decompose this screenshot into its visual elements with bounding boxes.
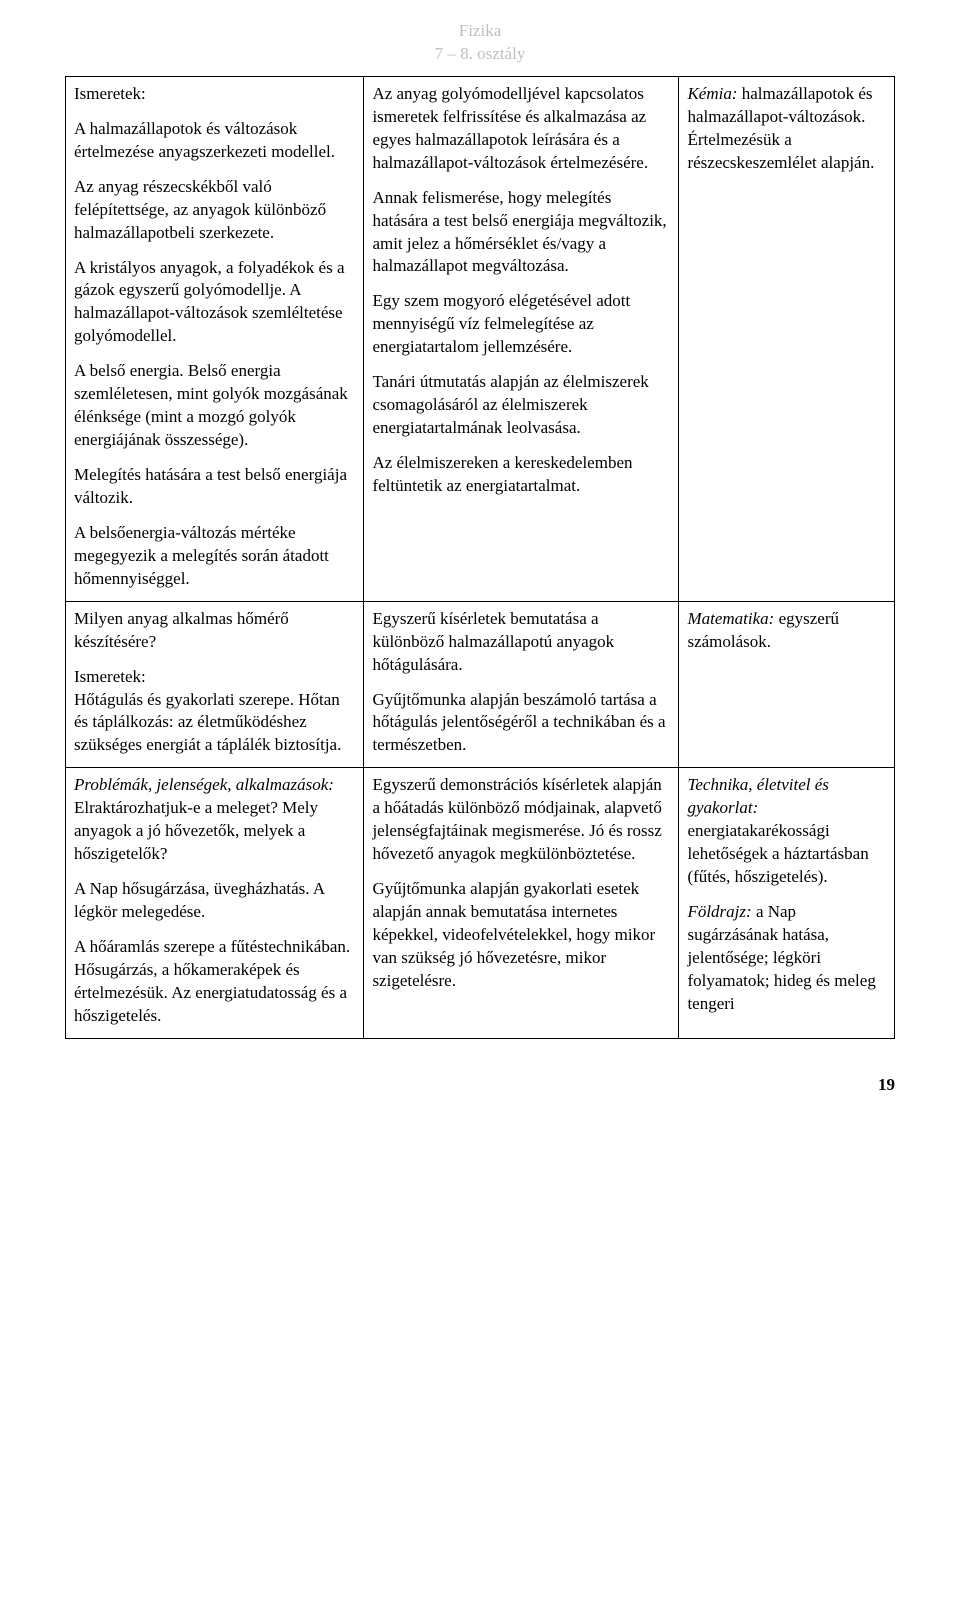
subject-label: Technika, életvitel és gyakorlat: (687, 775, 828, 817)
cell-r3c2: Egyszerű demonstrációs kísérletek alapjá… (364, 768, 679, 1038)
paragraph: Technika, életvitel és gyakorlat: energi… (687, 774, 886, 889)
header-line-2: 7 – 8. osztály (65, 43, 895, 66)
content-table: Ismeretek: A halmazállapotok és változás… (65, 76, 895, 1039)
subject-text: energiatakarékossági lehetőségek a házta… (687, 821, 868, 886)
paragraph: Kémia: halmazállapotok és halmazállapot-… (687, 83, 886, 175)
paragraph: A hőáramlás szerepe a fűtéstechnikában. … (74, 936, 355, 1028)
cell-r1c1: Ismeretek: A halmazállapotok és változás… (66, 76, 364, 601)
paragraph: Matematika: egyszerű számolások. (687, 608, 886, 654)
cell-r2c2: Egyszerű kísérletek bemutatása a különbö… (364, 601, 679, 768)
paragraph: Milyen anyag alkalmas hőmérő készítésére… (74, 608, 355, 654)
table-row: Milyen anyag alkalmas hőmérő készítésére… (66, 601, 895, 768)
paragraph: Hőtágulás és gyakorlati szerepe. Hőtan é… (74, 689, 355, 758)
cell-r3c1: Problémák, jelenségek, alkalmazások: Elr… (66, 768, 364, 1038)
paragraph: A Nap hősugárzása, üvegházhatás. A légkö… (74, 878, 355, 924)
paragraph: Egyszerű kísérletek bemutatása a különbö… (372, 608, 670, 677)
paragraph: A halmazállapotok és változások értelmez… (74, 118, 355, 164)
cell-r2c1: Milyen anyag alkalmas hőmérő készítésére… (66, 601, 364, 768)
paragraph: Földrajz: a Nap sugárzásának hatása, jel… (687, 901, 886, 1016)
page-number: 19 (65, 1074, 895, 1097)
table-row: Problémák, jelenségek, alkalmazások: Elr… (66, 768, 895, 1038)
subject-label: Földrajz: (687, 902, 751, 921)
paragraph: Egyszerű demonstrációs kísérletek alapjá… (372, 774, 670, 866)
paragraph-title: Ismeretek: (74, 666, 355, 689)
paragraph: A kristályos anyagok, a folyadékok és a … (74, 257, 355, 349)
paragraph: Elraktározhatjuk-e a meleget? Mely anyag… (74, 797, 355, 866)
cell-r3c3: Technika, életvitel és gyakorlat: energi… (679, 768, 895, 1038)
paragraph: Gyűjtőmunka alapján gyakorlati esetek al… (372, 878, 670, 993)
paragraph: Az anyag részecskékből való felépítettsé… (74, 176, 355, 245)
cell-r1c3: Kémia: halmazállapotok és halmazállapot-… (679, 76, 895, 601)
cell-r1c2: Az anyag golyómodelljével kapcsolatos is… (364, 76, 679, 601)
paragraph: Egy szem mogyoró elégetésével adott menn… (372, 290, 670, 359)
paragraph: Az élelmiszereken a kereskedelemben felt… (372, 452, 670, 498)
cell-r2c3: Matematika: egyszerű számolások. (679, 601, 895, 768)
header-line-1: Fizika (65, 20, 895, 43)
paragraph-title: Ismeretek: (74, 83, 355, 106)
page-header: Fizika 7 – 8. osztály (65, 20, 895, 66)
paragraph: Melegítés hatására a test belső energiáj… (74, 464, 355, 510)
paragraph: Gyűjtőmunka alapján beszámoló tartása a … (372, 689, 670, 758)
paragraph: Tanári útmutatás alapján az élelmiszerek… (372, 371, 670, 440)
paragraph: A belső energia. Belső energia szemlélet… (74, 360, 355, 452)
table-row: Ismeretek: A halmazállapotok és változás… (66, 76, 895, 601)
paragraph: Az anyag golyómodelljével kapcsolatos is… (372, 83, 670, 175)
subject-label: Kémia: (687, 84, 737, 103)
paragraph: Annak felismerése, hogy melegítés hatásá… (372, 187, 670, 279)
subject-label: Matematika: (687, 609, 774, 628)
paragraph-title: Problémák, jelenségek, alkalmazások: (74, 774, 355, 797)
paragraph: A belsőenergia-változás mértéke megegyez… (74, 522, 355, 591)
